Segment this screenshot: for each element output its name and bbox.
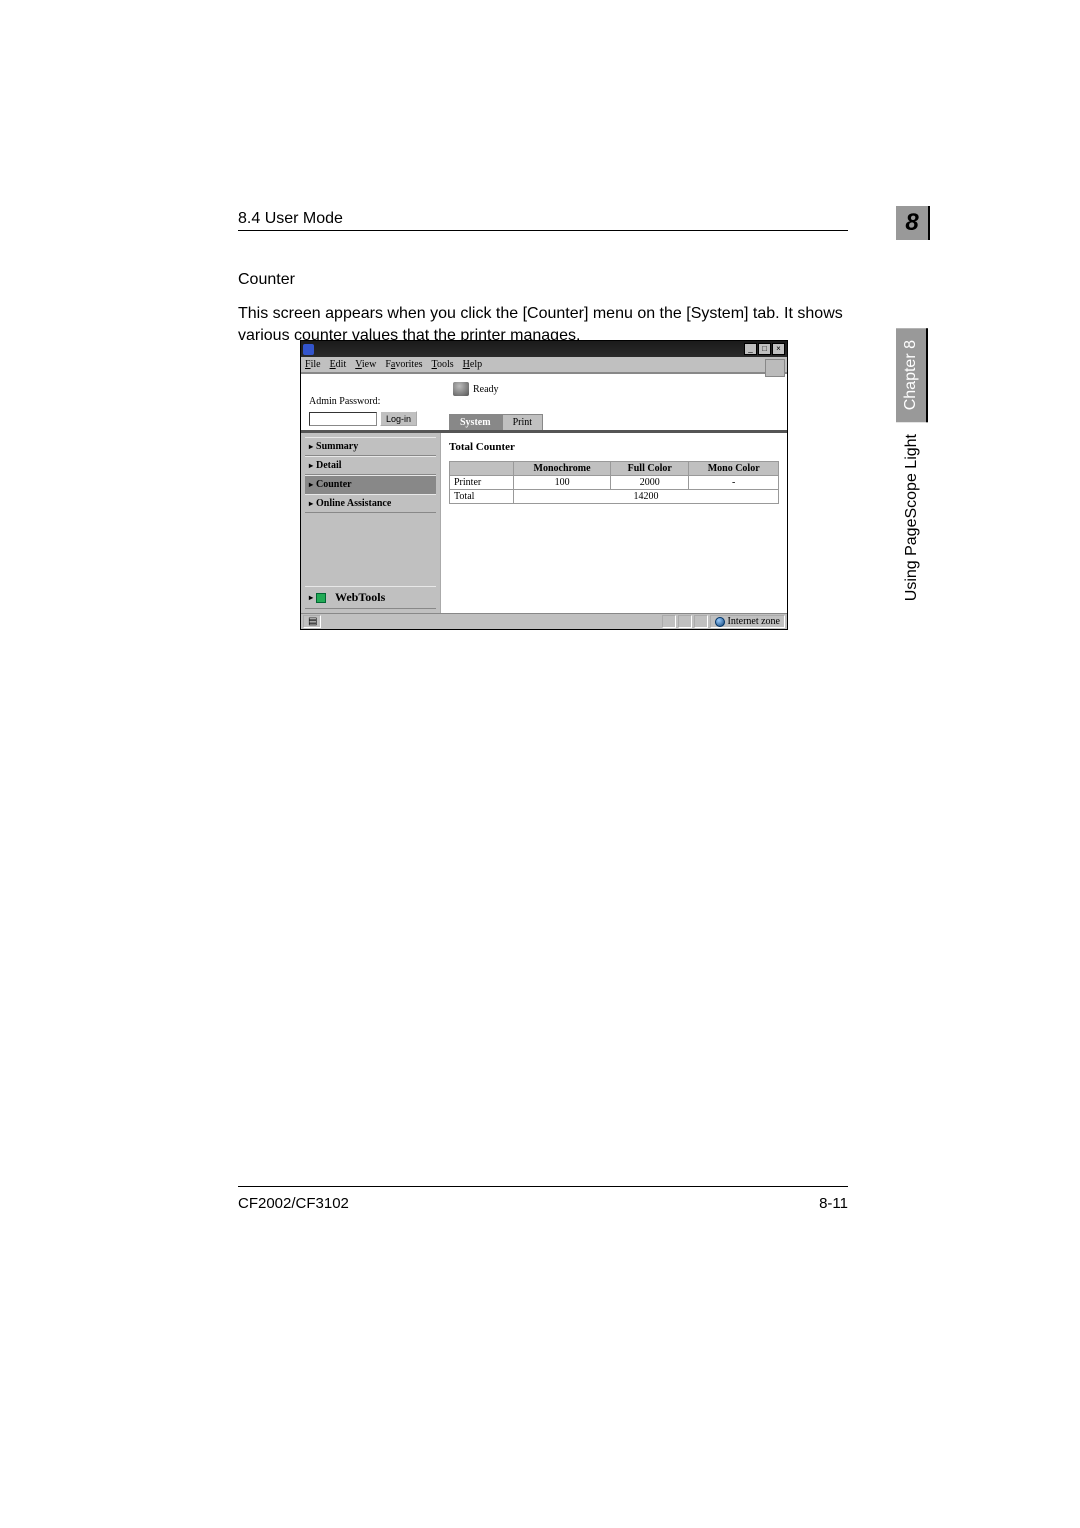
admin-password-label: Admin Password:: [309, 396, 435, 407]
nav-detail[interactable]: ▸Detail: [305, 456, 436, 475]
webtools-icon: [316, 593, 326, 603]
col-fullcolor: Full Color: [611, 462, 689, 476]
menu-file[interactable]: File: [305, 359, 321, 370]
admin-password-input[interactable]: [309, 412, 377, 426]
window-maximize-button[interactable]: □: [758, 343, 771, 355]
window-menubar: File Edit View Favorites Tools Help: [301, 357, 787, 373]
tab-system[interactable]: System: [449, 414, 502, 430]
ie-icon: [303, 344, 314, 355]
printer-status-icon: [453, 382, 469, 396]
nav-summary[interactable]: ▸Summary: [305, 437, 436, 456]
cell-monoc: -: [689, 476, 779, 490]
row-label: Printer: [450, 476, 514, 490]
menu-view[interactable]: View: [355, 359, 376, 370]
side-tab-title: Using PageScope Light: [897, 422, 927, 613]
side-tab: Chapter 8 Using PageScope Light: [894, 328, 930, 614]
section-header: 8.4 User Mode: [238, 210, 343, 228]
document-icon: ▤: [308, 616, 317, 627]
chevron-right-icon: ▸: [309, 593, 313, 602]
menu-help[interactable]: Help: [463, 359, 482, 370]
statusbar-empty: [694, 615, 708, 628]
chevron-right-icon: ▸: [309, 480, 313, 489]
table-row: Total 14200: [450, 490, 779, 504]
printer-status-text: Ready: [473, 384, 499, 395]
menu-favorites[interactable]: Favorites: [385, 359, 422, 370]
chevron-right-icon: ▸: [309, 499, 313, 508]
table-header-row: Monochrome Full Color Mono Color: [450, 462, 779, 476]
side-tab-chapter: Chapter 8: [896, 328, 928, 422]
nav-counter[interactable]: ▸Counter: [305, 475, 436, 494]
side-nav: ▸Summary ▸Detail ▸Counter ▸Online Assist…: [301, 433, 441, 613]
window-titlebar: _ □ ×: [301, 341, 787, 357]
footer-model: CF2002/CF3102: [238, 1195, 349, 1212]
toolbar-throbber: [765, 359, 785, 377]
window-minimize-button[interactable]: _: [744, 343, 757, 355]
chevron-right-icon: ▸: [309, 461, 313, 470]
statusbar-empty: [662, 615, 676, 628]
chapter-number: 8: [905, 209, 918, 237]
tab-print[interactable]: Print: [502, 414, 543, 430]
screenshot-window: _ □ × File Edit View Favorites Tools Hel…: [300, 340, 788, 630]
login-button[interactable]: Log-in: [380, 411, 417, 426]
subsection-title: Counter: [238, 271, 848, 289]
statusbar-zone-text: Internet zone: [728, 616, 780, 627]
chevron-right-icon: ▸: [309, 442, 313, 451]
menu-edit[interactable]: Edit: [330, 359, 347, 370]
cell-total: 14200: [514, 490, 779, 504]
col-monocolor: Mono Color: [689, 462, 779, 476]
cell-full: 2000: [611, 476, 689, 490]
chapter-badge: 8: [896, 206, 930, 240]
col-blank: [450, 462, 514, 476]
table-row: Printer 100 2000 -: [450, 476, 779, 490]
globe-icon: [715, 617, 725, 627]
counter-table: Monochrome Full Color Mono Color Printer…: [449, 461, 779, 504]
nav-online-assistance[interactable]: ▸Online Assistance: [305, 494, 436, 513]
table-title: Total Counter: [449, 441, 779, 453]
statusbar-doc-icon: ▤: [303, 615, 321, 628]
cell-mono: 100: [514, 476, 611, 490]
window-close-button[interactable]: ×: [772, 343, 785, 355]
footer-page: 8-11: [819, 1195, 848, 1212]
nav-webtools[interactable]: ▸ WebTools: [305, 586, 436, 609]
statusbar-empty: [678, 615, 692, 628]
menu-tools[interactable]: Tools: [432, 359, 454, 370]
col-monochrome: Monochrome: [514, 462, 611, 476]
row-label: Total: [450, 490, 514, 504]
window-statusbar: ▤ Internet zone: [301, 613, 787, 629]
statusbar-zone: Internet zone: [710, 615, 785, 628]
